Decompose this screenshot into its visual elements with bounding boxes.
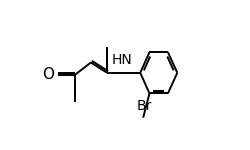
Text: HN: HN [111, 53, 132, 67]
Text: Br: Br [136, 99, 151, 113]
Text: O: O [42, 68, 54, 82]
